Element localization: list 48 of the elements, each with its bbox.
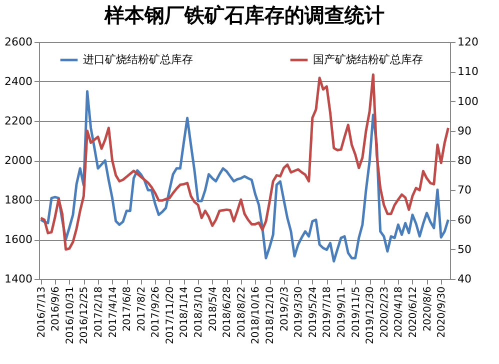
- x-tick-label: 2017/6/8: [122, 286, 134, 332]
- y-tick-label: 2600: [4, 36, 32, 48]
- y2-tick-label: 80: [458, 154, 472, 167]
- x-tick-label: 2017/11/20: [164, 286, 176, 344]
- x-tick-label: 2017/2/18: [93, 286, 104, 338]
- x-tick-label: 2018/5/4: [208, 286, 219, 332]
- chart-title: 样本钢厂铁矿石库存的调查统计: [104, 3, 384, 27]
- x-tick-label: 2018/12/10: [265, 286, 276, 344]
- y2-tick-label: 100: [458, 94, 478, 108]
- x-tick-label: 2020/4/18: [394, 286, 405, 338]
- x-tick-label: 2016/9/6: [50, 286, 62, 332]
- y2-tick-label: 50: [458, 242, 472, 256]
- x-tick-label: 2017/4/14: [108, 286, 119, 338]
- x-tick-label: 2019/9/11: [336, 286, 348, 338]
- x-tick-label: 2019/7/18: [322, 286, 334, 338]
- x-tick-label: 2016/12/25: [79, 286, 90, 344]
- x-tick-label: 2020/8/6: [422, 286, 434, 332]
- y2-tick-label: 40: [458, 272, 472, 286]
- x-tick-label: 2020/6/12: [408, 286, 419, 338]
- legend-label: 国产矿烧结粉矿总库存: [313, 53, 423, 66]
- x-tick-label: 2018/1/14: [179, 286, 190, 338]
- y-tick-label: 2400: [4, 75, 32, 88]
- x-tick-label: 2019/2/3: [279, 286, 290, 332]
- x-tick-label: 2020/9/30: [436, 286, 448, 338]
- x-tick-label: 2017/9/26: [150, 286, 162, 338]
- x-tick-label: 2019/5/24: [308, 286, 319, 338]
- y-tick-label: 1800: [4, 194, 32, 206]
- y2-tick-label: 60: [458, 213, 472, 226]
- y2-tick-label: 70: [458, 184, 472, 197]
- x-tick-label: 2019/11/5: [350, 286, 362, 338]
- y2-tick-label: 90: [458, 124, 472, 138]
- x-tick-label: 2017/8/2: [136, 286, 148, 332]
- y-tick-label: 2000: [4, 154, 32, 167]
- x-tick-label: 2018/3/10: [194, 286, 205, 338]
- x-tick-label: 2018/6/28: [222, 286, 234, 338]
- x-tick-label: 2020/2/23: [379, 286, 390, 338]
- x-tick-label: 2018/8/22: [236, 286, 248, 338]
- x-tick-label: 2019/12/30: [365, 286, 376, 344]
- x-tick-label: 2018/10/16: [250, 286, 262, 344]
- y2-tick-label: 120: [458, 36, 478, 48]
- x-tick-label: 2019/3/30: [294, 286, 305, 338]
- y-tick-label: 1600: [4, 233, 32, 246]
- y-tick-label: 1400: [4, 272, 32, 286]
- y-tick-label: 2200: [4, 114, 32, 128]
- x-tick-label: 2016/10/31: [64, 286, 76, 344]
- legend-label: 进口矿烧结粉矿总库存: [83, 53, 193, 66]
- y2-tick-label: 110: [458, 65, 478, 78]
- x-tick-label: 2016/7/13: [36, 286, 48, 338]
